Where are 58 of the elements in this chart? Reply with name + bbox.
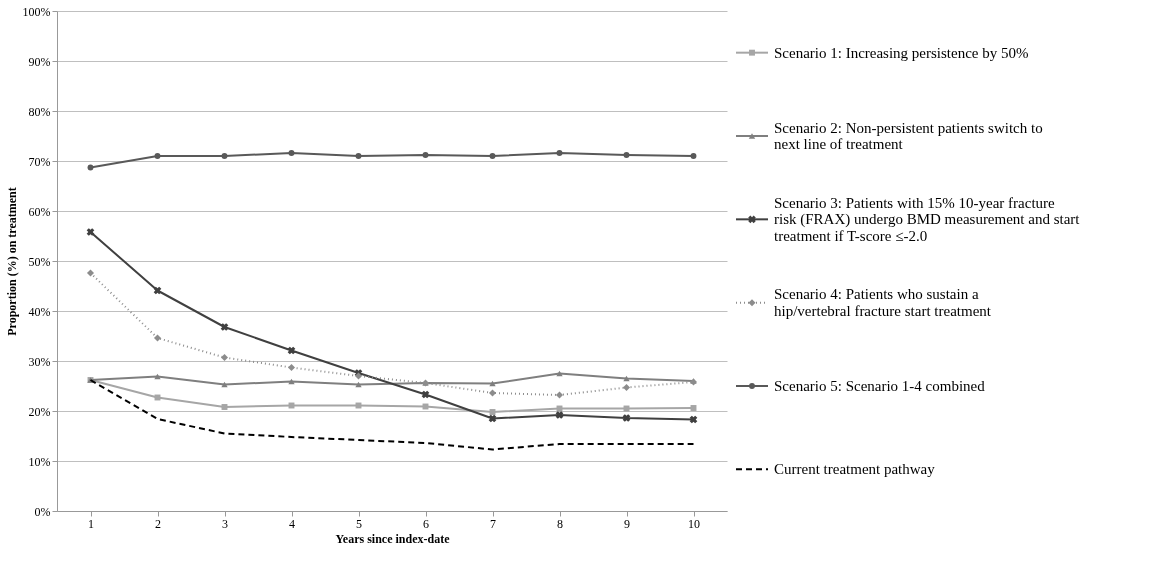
- point: [690, 153, 697, 159]
- point: [220, 353, 229, 362]
- y-tick-label: 50%: [28, 254, 51, 269]
- point: [154, 373, 161, 380]
- y-tick-label: 20%: [28, 404, 51, 419]
- x-tick-label: 7: [490, 516, 496, 531]
- y-tick-label: 60%: [28, 204, 51, 219]
- y-tick-label: 70%: [28, 154, 51, 169]
- point: [489, 380, 496, 387]
- y-tick-label: 100%: [22, 4, 51, 19]
- y-tick-label: 10%: [28, 454, 51, 469]
- point: [489, 153, 496, 159]
- point: [421, 390, 430, 399]
- legend-label: Scenario 3: Patients with 15% 10-year fracture risk (FRAX) undergo BMD measurement and start treatment if T-score ≤-2.0: [774, 194, 1081, 244]
- legend-label: Scenario 1: Increasing persistence by 50%: [774, 44, 1029, 61]
- point: [221, 381, 228, 388]
- point: [355, 381, 362, 388]
- x-tick-label: 9: [624, 516, 630, 531]
- y-axis-title: Proportion (%) on treatment: [4, 187, 19, 336]
- y-tick-label: 30%: [28, 354, 51, 369]
- point: [689, 415, 698, 424]
- point: [288, 150, 295, 156]
- point: [622, 383, 631, 392]
- point: [153, 286, 162, 295]
- point: [555, 391, 564, 399]
- x-tick-label: 6: [423, 516, 429, 531]
- line-series: [89, 379, 695, 451]
- legend-label: Scenario 4: Patients who sustain a hip/vertebral fracture start treatment: [774, 286, 992, 319]
- point: [556, 150, 563, 156]
- point: [287, 363, 296, 372]
- x-axis-title: Years since index-date: [335, 531, 451, 546]
- y-tick-label: 90%: [28, 54, 51, 69]
- x-tick-label: 1: [88, 516, 94, 531]
- point: [154, 153, 161, 159]
- point: [422, 152, 429, 158]
- x-tick-label: 8: [557, 516, 563, 531]
- point: [287, 346, 296, 355]
- point: [221, 153, 228, 159]
- legend-label: Scenario 2: Non-persistent patients switch to next line of treatment: [774, 119, 1043, 153]
- y-tick-label: 0%: [34, 504, 51, 519]
- point: [87, 164, 94, 171]
- point: [488, 414, 497, 423]
- x-tick-label: 2: [155, 516, 161, 531]
- legend-label: Current treatment pathway: [774, 461, 936, 478]
- x-tick-label: 3: [222, 516, 228, 531]
- point: [288, 378, 295, 385]
- point: [623, 152, 630, 158]
- x-tick-label: 4: [289, 516, 295, 531]
- x-tick-label: 10: [688, 516, 700, 531]
- y-tick-label: 80%: [28, 104, 51, 119]
- x-tick-label: 5: [356, 516, 362, 531]
- point: [355, 153, 362, 159]
- point: [153, 334, 162, 342]
- point: [623, 375, 630, 382]
- legend-label: Scenario 5: Scenario 1-4 combined: [774, 378, 986, 394]
- y-tick-label: 40%: [28, 304, 51, 319]
- point: [556, 370, 563, 377]
- point: [86, 269, 95, 277]
